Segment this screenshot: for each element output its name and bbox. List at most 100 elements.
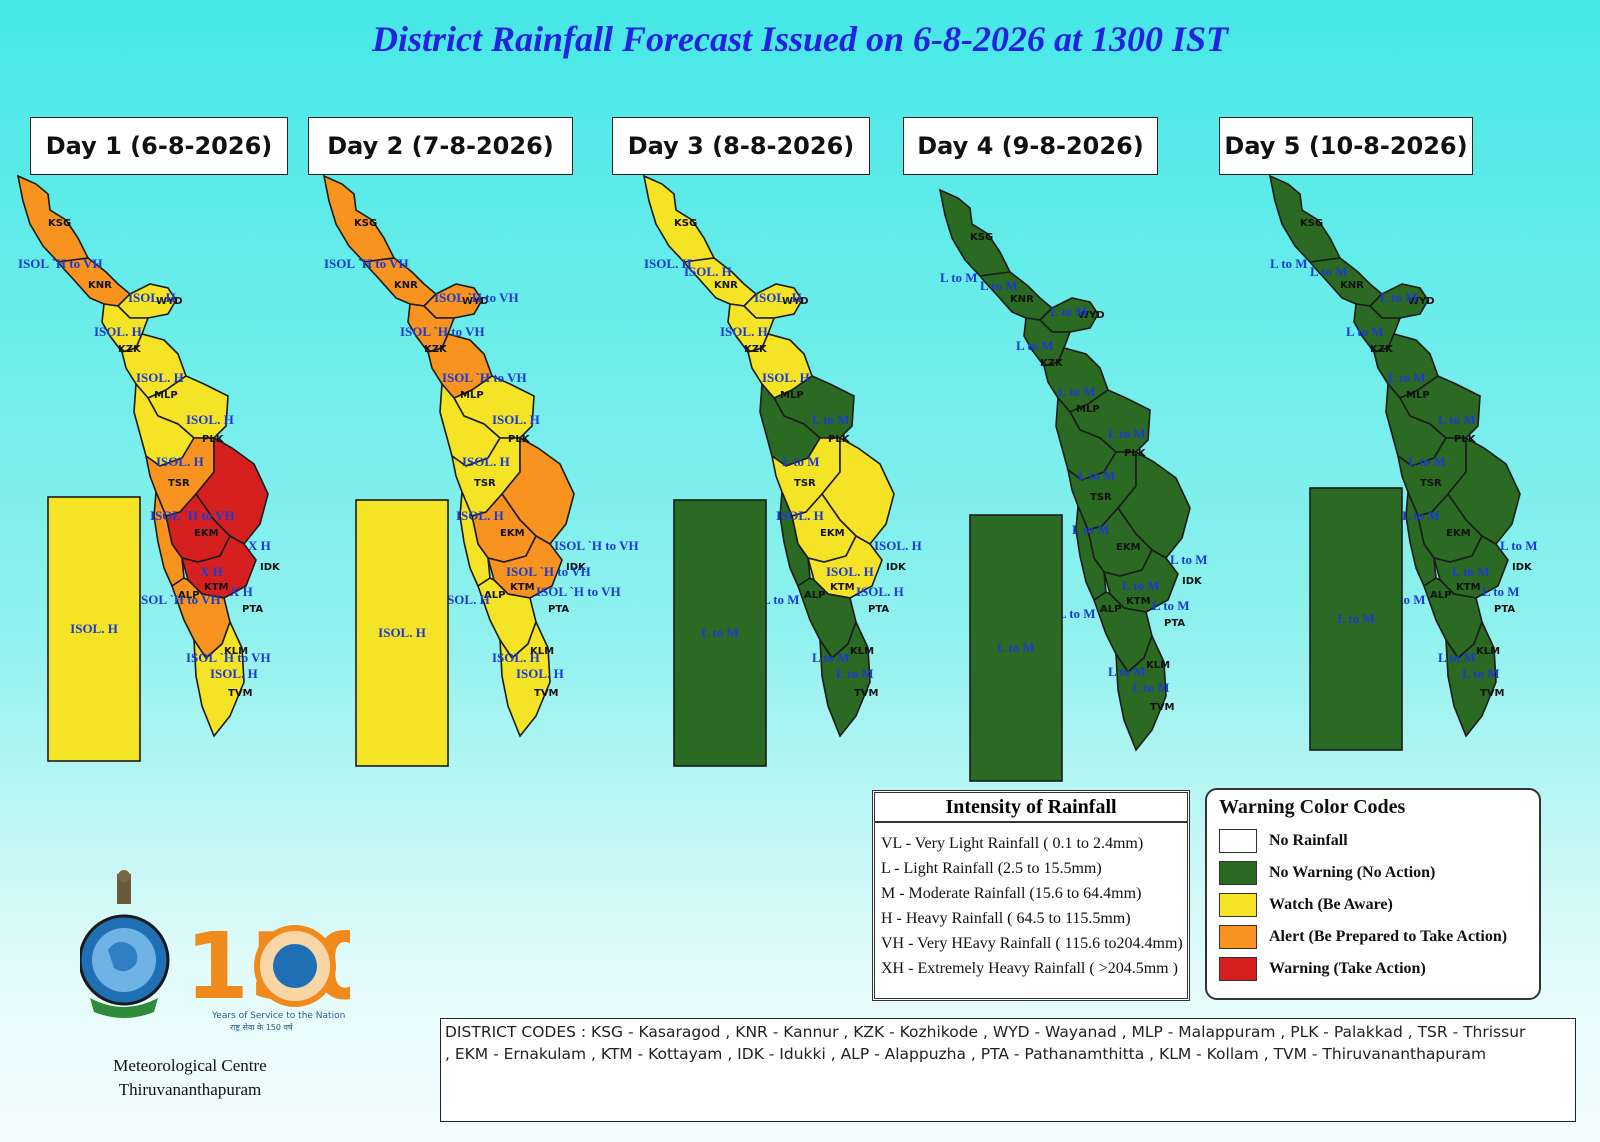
district-forecast-label: L to M — [1380, 290, 1418, 305]
district-code-label: KLM — [1146, 660, 1170, 671]
color-legend-title: Warning Color Codes — [1219, 796, 1406, 818]
district-forecast-label: L to M — [1408, 454, 1446, 469]
district-forecast-label: L to M — [1050, 304, 1088, 319]
district-code-label: PTA — [242, 604, 263, 615]
district-code-label: IDK — [566, 562, 587, 573]
district-code-label: KZK — [1370, 344, 1394, 355]
district-forecast-label: ISOL `H to VH — [18, 256, 103, 271]
district-forecast-label: ISOL. H — [874, 538, 922, 553]
district-forecast-label: L to M — [1122, 578, 1160, 593]
district-forecast-label: ISOL. H — [186, 412, 234, 427]
district-forecast-label: L to M — [1462, 666, 1500, 681]
district-forecast-label: L to M — [1152, 598, 1190, 613]
district-ksg — [938, 188, 1012, 277]
district-forecast-label: ISOL. H — [136, 370, 184, 385]
district-code-label: EKM — [194, 528, 219, 539]
district-forecast-label: L to M — [1500, 538, 1538, 553]
district-code-label: KSG — [1300, 218, 1323, 229]
district-forecast-label: L to M — [836, 666, 874, 681]
district-forecast-label: ISOL. H — [644, 256, 692, 271]
district-code-label: ALP — [484, 590, 505, 601]
district-ksg — [16, 174, 90, 263]
district-code-label: PLK — [828, 434, 851, 445]
district-forecast-label: L to M — [1438, 412, 1476, 427]
district-forecast-label: ISOL. H — [826, 564, 874, 579]
district-code-label: WYD — [156, 296, 183, 307]
district-code-label: PTA — [1164, 618, 1185, 629]
intensity-item: M - Moderate Rainfall (15.6 to 64.4mm) — [881, 885, 1142, 902]
district-forecast-label: ISOL `H to VH — [434, 290, 519, 305]
intensity-item: VL - Very Light Rainfall ( 0.1 to 2.4mm) — [881, 835, 1144, 852]
district-forecast-label: L to M — [1388, 370, 1426, 385]
district-code-label: KTM — [510, 582, 535, 593]
district-code-label: KLM — [1476, 646, 1500, 657]
district-forecast-label: ISOL `H to VH — [442, 370, 527, 385]
district-code-label: KNR — [1010, 294, 1034, 305]
district-code-label: ALP — [1430, 590, 1451, 601]
day-1-header: Day 1 (6-8-2026) — [30, 117, 288, 175]
district-forecast-label: L to M — [782, 454, 820, 469]
legend-label: Alert (Be Prepared to Take Action) — [1269, 928, 1508, 945]
warning-color-legend: Warning Color Codes No Rainfall No Warni… — [1205, 788, 1541, 1000]
legend-label: Warning (Take Action) — [1269, 960, 1426, 977]
district-forecast-label: ISOL. H — [762, 370, 810, 385]
district-forecast-label: X H — [200, 564, 223, 579]
district-forecast-label: ISOL. H — [456, 508, 504, 523]
district-code-label: TSR — [168, 478, 190, 489]
district-forecast-label: L to M — [1108, 426, 1146, 441]
district-forecast-label: L to M — [1270, 256, 1308, 271]
district-forecast-label: ISOL `H to VH — [186, 650, 271, 665]
legend-swatch — [1219, 861, 1257, 885]
district-code-label: EKM — [820, 528, 845, 539]
district-code-label: KZK — [424, 344, 448, 355]
intensity-item: L - Light Rainfall (2.5 to 15.5mm) — [881, 860, 1102, 877]
district-code-label: PLK — [1124, 448, 1147, 459]
district-forecast-label: ISOL. H — [856, 584, 904, 599]
district-forecast-label: ISOL. H — [720, 324, 768, 339]
district-code-label: KNR — [394, 280, 418, 291]
district-code-label: ALP — [804, 590, 825, 601]
day-3-header: Day 3 (8-8-2026) — [612, 117, 870, 175]
district-forecast-label: L to M — [1078, 468, 1116, 483]
district-forecast-label: X H — [230, 584, 253, 599]
district-forecast-label: L to M — [1016, 338, 1054, 353]
district-forecast-label: ISOL. H — [754, 290, 802, 305]
intensity-item: H - Heavy Rainfall ( 64.5 to 115.5mm) — [881, 910, 1131, 927]
district-code-label: KLM — [850, 646, 874, 657]
district-forecast-label: L to M — [1170, 552, 1208, 567]
legend-swatch — [1219, 925, 1257, 949]
district-code-label: PLK — [1454, 434, 1477, 445]
organization-name: Meteorological Centre Thiruvananthapuram — [90, 1054, 290, 1102]
district-forecast-label: ISOL. H — [684, 264, 732, 279]
district-forecast-label: ISOL. H — [516, 666, 564, 681]
district-forecast-label: L to M — [980, 278, 1018, 293]
district-forecast-label: ISOL `H to VH — [150, 508, 235, 523]
district-forecast-label: L to M — [1346, 324, 1384, 339]
legend-swatch — [1219, 829, 1257, 853]
district-code-label: WYD — [1078, 310, 1105, 321]
district-ksg — [1268, 174, 1342, 263]
island-box-1 — [47, 496, 141, 762]
district-code-label: MLP — [1406, 390, 1430, 401]
island-box-4 — [969, 514, 1063, 782]
district-forecast-label: ISOL. H — [776, 508, 824, 523]
logo-area: 150 Years of Service to the Nation राष्ट… — [78, 870, 377, 1040]
island-box-3 — [673, 499, 767, 767]
district-code-label: TVM — [534, 688, 559, 699]
district-code-label: KZK — [1040, 358, 1064, 369]
district-code-label: IDK — [1512, 562, 1533, 573]
district-forecast-label: ISOL. H — [128, 290, 176, 305]
district-code-label: PTA — [1494, 604, 1515, 615]
district-forecast-label: ISOL `H to VH — [554, 538, 639, 553]
hindi-text: राष्ट्र सेवा के 150 वर्ष — [230, 1022, 294, 1032]
district-code-label: WYD — [1408, 296, 1435, 307]
district-code-label: KNR — [1340, 280, 1364, 291]
district-code-label: KNR — [714, 280, 738, 291]
district-code-label: ALP — [1100, 604, 1121, 615]
legend-label: No Warning (No Action) — [1269, 864, 1436, 881]
district-forecast-label: ISOL `H to VH — [506, 564, 591, 579]
district-forecast-label: L to M — [1058, 384, 1096, 399]
district-code-label: KTM — [830, 582, 855, 593]
